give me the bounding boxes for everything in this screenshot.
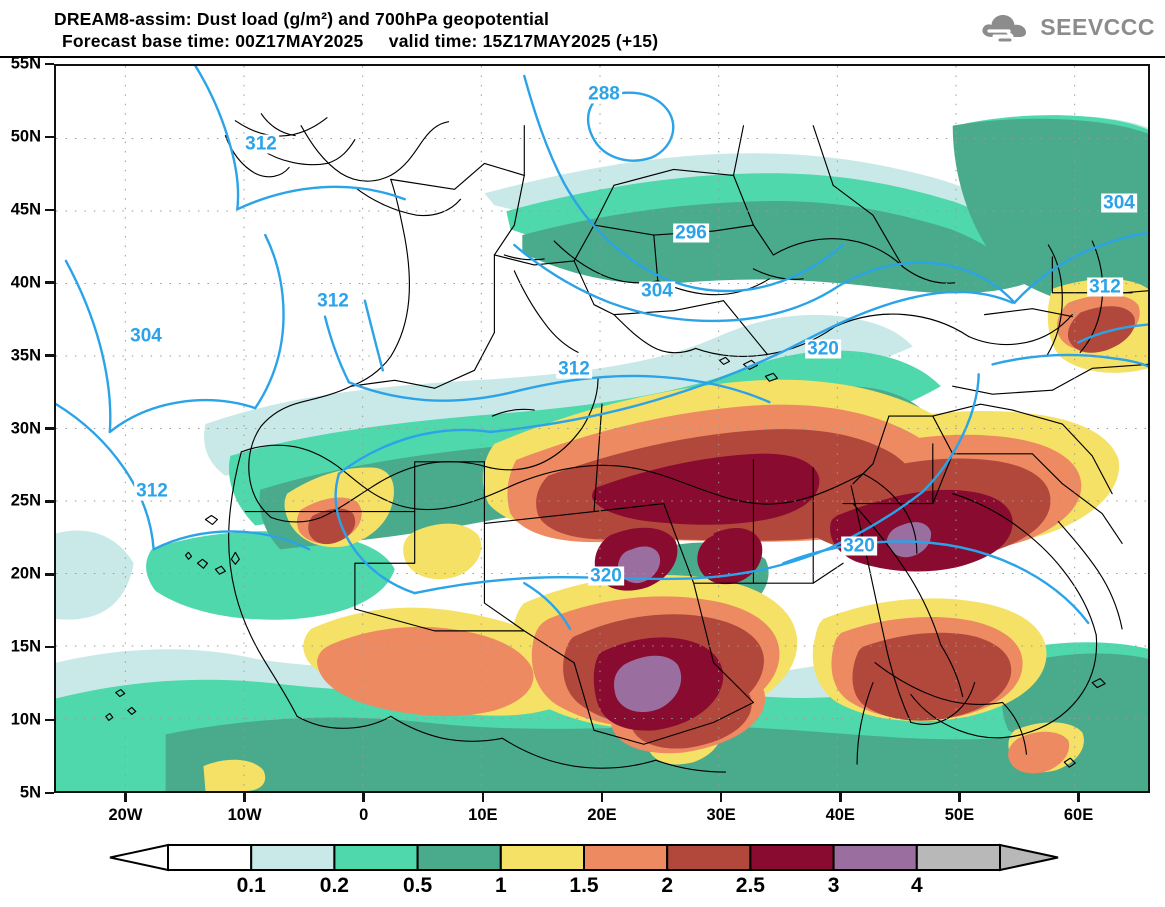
x-axis-tick — [124, 793, 127, 802]
colorbar-swatch — [749, 844, 835, 871]
y-axis-label: 5N — [19, 783, 41, 802]
colorbar-tick-label: 1.5 — [569, 874, 599, 897]
colorbar-tick-label: 3 — [827, 874, 840, 897]
x-axis-tick — [839, 793, 842, 802]
contour-value-label: 320 — [841, 535, 877, 557]
x-axis-label: 20E — [587, 806, 617, 824]
x-axis-label: 10W — [227, 806, 262, 824]
cloud-wind-icon — [982, 15, 1027, 42]
y-axis-tick — [45, 281, 54, 284]
y-axis-tick — [45, 62, 54, 66]
colorbar-tick-label: 0.5 — [402, 874, 433, 897]
contour-value-label: 312 — [134, 480, 170, 502]
x-axis-tick — [600, 793, 604, 802]
colorbar: 0.1 0.2 0.5 1 1.5 2 2.5 3 4 — [0, 838, 1165, 907]
contour-value-label: 296 — [673, 222, 709, 244]
colorbar-swatch — [666, 844, 752, 871]
contour-value-label: 312 — [243, 133, 279, 155]
colorbar-swatch — [416, 844, 502, 871]
y-axis-label: 25N — [10, 491, 41, 510]
colorbar-tick-label: 2 — [661, 874, 674, 897]
x-axis-tick — [362, 793, 365, 802]
colorbar-swatch — [250, 844, 336, 871]
contour-value-label: 312 — [1087, 276, 1123, 298]
colorbar-swatch — [333, 844, 419, 871]
y-axis-label: 40N — [10, 273, 41, 292]
y-axis-label: 10N — [10, 710, 41, 729]
colorbar-swatch — [167, 844, 253, 871]
colorbar-tick-label: 2.5 — [735, 874, 765, 897]
contour-value-label: 312 — [315, 290, 351, 312]
colorbar-min-arrow — [109, 843, 169, 872]
y-axis-tick — [45, 718, 54, 722]
colorbar-tick-label: 1 — [494, 874, 507, 897]
x-axis-tick — [719, 793, 723, 802]
header-divider — [0, 56, 1165, 58]
x-axis-label: 30E — [706, 806, 736, 824]
map-plot-area: 288 296 304 304 304 312 312 312 312 312 320 320 320 — [54, 64, 1150, 793]
dust-load-hot-contours — [203, 279, 1148, 791]
x-axis-tick — [1077, 793, 1080, 802]
x-axis-tick — [481, 793, 485, 802]
y-axis-tick — [45, 573, 54, 576]
contour-value-label: 312 — [556, 358, 592, 380]
colorbar-swatch — [499, 844, 585, 871]
y-axis-tick — [45, 500, 54, 503]
latlon-gridlines — [56, 66, 1148, 791]
x-axis-label: 0 — [359, 806, 369, 824]
contour-value-label: 320 — [588, 565, 624, 587]
x-axis-tick — [958, 793, 961, 802]
x-axis-label: 60E — [1063, 806, 1094, 824]
contour-value-label: 304 — [639, 280, 675, 302]
colorbar-max-arrow — [999, 843, 1059, 872]
geopotential-contour-lines — [56, 66, 1148, 631]
y-axis-tick — [45, 791, 54, 795]
colorbar-swatch — [832, 844, 918, 871]
contour-value-label: 320 — [805, 338, 841, 360]
logo-text: SEEVCCC — [1040, 13, 1155, 40]
colorbar-tick-label: 4 — [910, 874, 923, 897]
y-axis-label: 50N — [10, 127, 41, 146]
y-axis-label: 35N — [10, 346, 41, 365]
y-axis-label: 20N — [10, 564, 41, 583]
y-axis-label: 45N — [10, 200, 41, 219]
coastline-borders — [105, 113, 1148, 773]
y-axis-label: 55N — [10, 54, 41, 73]
contour-value-label: 288 — [586, 83, 622, 105]
page-title: DREAM8-assim: Dust load (g/m²) and 700hP… — [54, 9, 550, 29]
x-axis-label: 50E — [944, 806, 975, 824]
x-axis-label: 40E — [825, 806, 855, 824]
dust-load-map — [56, 66, 1148, 791]
contour-value-label: 304 — [128, 325, 164, 347]
forecast-time-subtitle: Forecast base time: 00Z17MAY2025 valid t… — [62, 31, 659, 51]
y-axis-tick — [45, 354, 54, 357]
contour-value-label: 304 — [1101, 192, 1137, 214]
y-axis-tick — [45, 645, 54, 649]
colorbar-tick-label: 0.2 — [319, 874, 349, 897]
colorbar-swatch — [915, 844, 1001, 871]
y-axis-tick — [45, 427, 54, 430]
colorbar-swatches — [109, 843, 1059, 872]
y-axis-label: 15N — [10, 637, 41, 656]
y-axis-tick — [45, 135, 54, 139]
colorbar-swatch — [583, 844, 669, 871]
chart-title-block: DREAM8-assim: Dust load (g/m²) and 700hP… — [54, 8, 954, 52]
x-axis-tick — [243, 793, 246, 802]
x-axis-label: 10E — [468, 806, 498, 824]
colorbar-tick-label: 0.1 — [236, 874, 266, 897]
x-axis-label: 20W — [108, 806, 143, 824]
y-axis-tick — [45, 208, 54, 212]
y-axis-label: 30N — [10, 419, 41, 437]
seevccc-logo: SEEVCCC — [978, 10, 1155, 44]
